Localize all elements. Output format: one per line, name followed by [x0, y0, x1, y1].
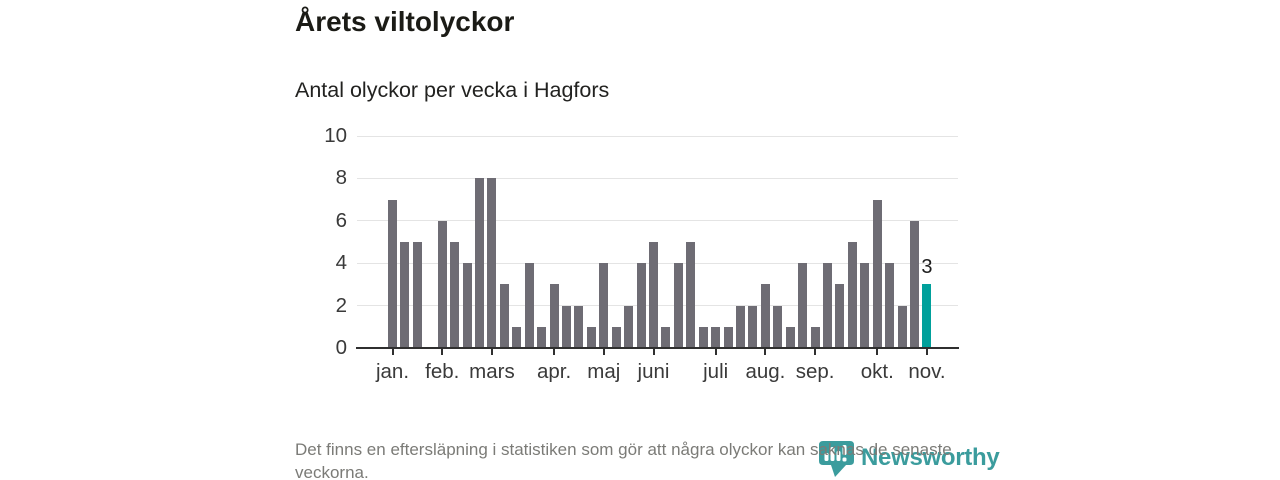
- bar-week-30: [748, 305, 758, 348]
- gridline-y6: [357, 220, 958, 222]
- y-tick-label-10: 10: [324, 124, 347, 147]
- bar-week-7: [462, 263, 472, 348]
- bar-week-36: [823, 263, 833, 348]
- month-label-okt: okt.: [860, 360, 894, 383]
- bar-week-9: [487, 178, 497, 348]
- bar-week-5: [437, 220, 447, 348]
- bar-week-31: [760, 284, 770, 348]
- month-tick-juli: [714, 349, 717, 355]
- month-tick-aug: [764, 349, 767, 355]
- month-label-maj: maj: [587, 360, 621, 383]
- month-label-juli: juli: [703, 360, 729, 383]
- chart-subtitle: Antal olyckor per vecka i Hagfors: [295, 78, 610, 102]
- bar-week-14: [549, 284, 559, 348]
- month-tick-apr: [553, 349, 556, 355]
- month-label-nov: nov.: [908, 360, 946, 383]
- bar-week-27: [711, 326, 721, 348]
- month-tick-nov: [925, 349, 928, 355]
- bar-week-1: [388, 199, 397, 348]
- y-tick-label-8: 8: [335, 166, 347, 190]
- bar-week-10: [499, 284, 509, 348]
- month-tick-juni: [652, 349, 655, 355]
- gridline-y8: [357, 177, 958, 179]
- bar-week-32: [773, 305, 783, 348]
- x-axis-line: [356, 346, 959, 349]
- newsworthy-logo: Newsworthy: [818, 440, 1000, 478]
- last-value-label: 3: [921, 256, 933, 279]
- month-label-aug: aug.: [745, 360, 786, 383]
- bar-week-28: [723, 326, 733, 348]
- bar-week-21: [636, 263, 646, 348]
- bar-week-42: [897, 305, 907, 348]
- bar-week-38: [847, 242, 857, 348]
- footnote: Det finns en eftersläpning i statistiken…: [295, 440, 952, 480]
- bar-week-13: [537, 326, 547, 348]
- bar-week-17: [586, 326, 596, 348]
- newsworthy-bubble-barchart-icon: [819, 441, 854, 477]
- month-tick-sep: [814, 349, 817, 355]
- bar-week-19: [611, 326, 621, 348]
- month-tick-feb: [441, 349, 444, 355]
- bar-week-26: [698, 326, 708, 348]
- month-tick-maj: [602, 349, 605, 355]
- bar-week-43: [910, 220, 920, 348]
- bar-week-40: [872, 199, 882, 348]
- bar-week-41: [885, 263, 895, 348]
- bar-week-39: [860, 263, 870, 348]
- y-tick-label-0: 0: [335, 336, 347, 359]
- month-label-sep: sep.: [795, 360, 835, 383]
- month-label-jan: jan.: [375, 360, 410, 383]
- bar-week-15: [562, 305, 572, 348]
- bar-week-20: [624, 305, 634, 348]
- bar-week-24: [673, 263, 683, 348]
- month-label-apr: apr.: [536, 360, 572, 383]
- newsworthy-wordmark: Newsworthy: [861, 444, 1000, 471]
- month-tick-jan: [391, 349, 394, 355]
- bar-week-25: [686, 242, 696, 348]
- bar-week-29: [736, 305, 746, 348]
- chart-title: Årets viltolyckor: [295, 6, 515, 37]
- y-tick-label-2: 2: [335, 293, 347, 317]
- y-axis-labels: 0 2 4 6 8 10: [295, 124, 347, 359]
- bar-week-2: [400, 242, 410, 348]
- bar-week-33: [785, 326, 795, 348]
- bar-week-44: [922, 284, 932, 348]
- bar-week-22: [649, 242, 659, 348]
- plot-area: jan. feb. mars apr. maj juni juli aug. sep. okt. n…: [356, 135, 959, 383]
- bar-week-18: [599, 263, 609, 348]
- bar-week-23: [661, 326, 671, 348]
- month-label-feb: feb.: [425, 360, 460, 383]
- month-tick-mars: [490, 349, 493, 355]
- bar-week-6: [450, 242, 460, 348]
- month-label-mars: mars: [469, 360, 515, 383]
- bar-week-8: [475, 178, 484, 348]
- bar-week-11: [512, 326, 522, 348]
- bar-week-37: [835, 284, 845, 348]
- bar-week-35: [810, 326, 820, 348]
- bar-week-12: [524, 263, 534, 348]
- month-label-juni: juni: [637, 360, 670, 383]
- month-tick-okt: [876, 349, 879, 355]
- gridline-y10: [357, 135, 958, 137]
- bar-week-16: [574, 305, 584, 348]
- bar-week-3: [412, 242, 422, 348]
- y-tick-label-6: 6: [335, 208, 347, 232]
- bar-week-34: [798, 263, 808, 348]
- y-tick-label-4: 4: [335, 251, 347, 275]
